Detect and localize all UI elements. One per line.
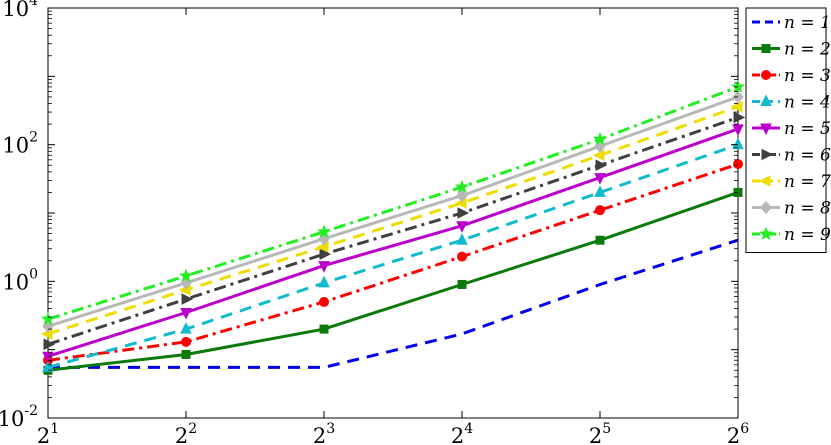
series-line-9: [47, 85, 739, 321]
series-line-5: [47, 127, 739, 358]
legend-marker: [760, 200, 772, 215]
legend-label: n = 3: [784, 66, 831, 86]
legend-label: n = 2: [784, 40, 831, 60]
series-line-2: [47, 190, 739, 372]
data-point: [318, 275, 330, 288]
legend-marker: [760, 94, 772, 106]
legend-marker: [761, 44, 771, 53]
data-point: [454, 179, 470, 193]
data-point: [43, 338, 56, 351]
data-point: [42, 351, 54, 364]
x-tick-label: 26: [727, 421, 749, 445]
data-point: [594, 185, 606, 197]
data-point: [457, 251, 467, 262]
legend-entry: n = 4: [752, 93, 831, 113]
data-point: [592, 149, 605, 162]
data-point: [733, 111, 746, 124]
x-tick-label: 24: [451, 421, 473, 445]
series-line-8: [47, 95, 739, 328]
x-tick-label: 22: [175, 421, 197, 445]
x-tick-label: 21: [37, 421, 59, 445]
legend-entry: n = 6: [752, 146, 831, 166]
data-point: [730, 100, 743, 113]
data-point: [181, 349, 191, 359]
data-point: [180, 321, 192, 334]
series-7: [40, 100, 743, 340]
data-point: [595, 205, 605, 216]
data-point: [42, 360, 54, 372]
data-point: [732, 124, 744, 137]
legend-entry: n = 1: [752, 13, 831, 33]
series-8: [42, 90, 744, 334]
y-tick-label: 10-2: [0, 403, 38, 431]
x-tick-label: 23: [313, 421, 335, 445]
series-9: [40, 79, 746, 326]
data-point: [456, 233, 468, 245]
data-point: [595, 235, 605, 245]
y-tick-label: 102: [2, 130, 38, 158]
data-point: [730, 79, 746, 93]
data-point: [318, 261, 330, 273]
legend-marker: [760, 123, 772, 136]
series-4: [42, 137, 744, 372]
data-point: [456, 221, 468, 233]
legend-label: n = 7: [784, 172, 831, 192]
legend-label: n = 9: [784, 225, 831, 245]
legend-label: n = 4: [784, 93, 831, 113]
series-5: [42, 124, 744, 364]
series-line-3: [47, 162, 739, 362]
legend-marker: [758, 226, 774, 240]
legend-marker: [761, 148, 774, 161]
legend-entry: n = 3: [752, 66, 831, 86]
legend-label: n = 1: [784, 13, 831, 33]
x-tick-label: 25: [589, 421, 611, 445]
data-point: [456, 188, 468, 203]
series-layer: [40, 79, 746, 375]
series-1: [48, 238, 739, 369]
data-point: [319, 324, 329, 334]
data-point: [595, 159, 608, 172]
data-point: [181, 293, 194, 305]
data-point: [178, 268, 194, 282]
series-line-6: [47, 116, 739, 346]
data-point: [592, 131, 608, 146]
legend-marker: [758, 175, 771, 187]
data-point: [181, 336, 191, 347]
y-tick-label: 100: [2, 266, 38, 294]
series-line-7: [47, 105, 739, 336]
legend-label: n = 5: [784, 119, 831, 139]
series-line-4: [47, 143, 739, 369]
data-point: [732, 137, 744, 150]
legend-entry: n = 5: [752, 119, 831, 139]
data-point: [319, 296, 329, 307]
legend-label: n = 8: [784, 199, 831, 219]
legend-label: n = 6: [784, 146, 831, 166]
legend-marker: [761, 70, 771, 80]
y-tick-label: 104: [2, 0, 38, 21]
data-point: [457, 207, 470, 219]
series-6: [43, 111, 746, 351]
data-point: [180, 307, 192, 320]
legend-entry: n = 9: [752, 225, 831, 245]
data-point: [319, 248, 332, 260]
data-point: [457, 279, 467, 289]
data-point: [40, 311, 56, 326]
legend-entry: n = 2: [752, 40, 831, 60]
legend-entry: n = 8: [752, 199, 831, 219]
legend-entry: n = 7: [752, 172, 831, 192]
legend: n = 1 n = 2 n = 3 n = 4 n = 5 n = 6 n = 7 n = 8…: [745, 7, 831, 253]
axis-layer: 21 22 23 24 25 26 10-2 100 102 104: [0, 0, 749, 445]
axes-box: [47, 7, 739, 419]
data-point: [733, 159, 743, 170]
data-point: [594, 173, 606, 185]
series-line-1: [48, 238, 739, 369]
plot-area: [47, 7, 739, 419]
data-point: [316, 224, 332, 238]
